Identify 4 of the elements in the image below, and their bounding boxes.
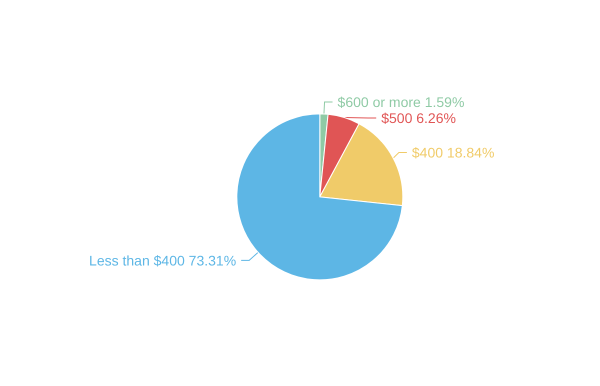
slice-label: $600 or more 1.59% — [338, 94, 464, 110]
slice-label: $400 18.84% — [412, 144, 494, 161]
slice-label: Less than $400 73.31% — [89, 252, 236, 268]
slice-label: $500 6.26% — [381, 110, 456, 126]
